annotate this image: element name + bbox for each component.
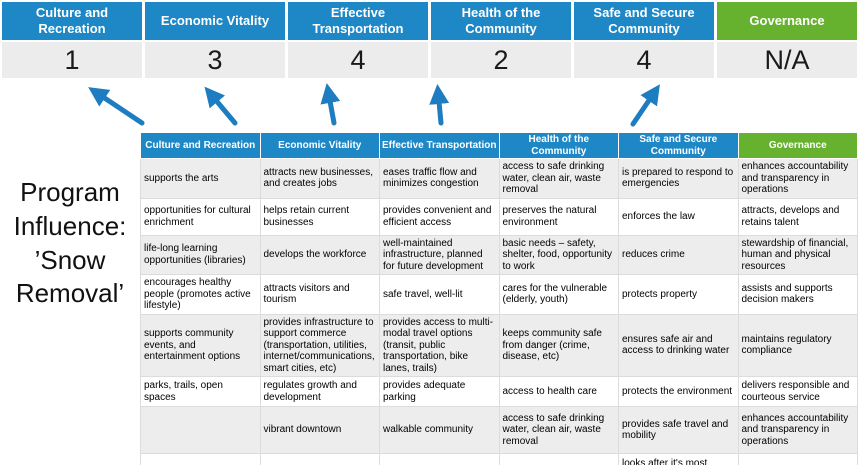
matrix-cell: well-maintained infrastructure, planned … bbox=[379, 234, 500, 275]
matrix-row: opportunities for cultural enrichment hel… bbox=[140, 197, 858, 236]
matrix-cell-highlighted: parks, trails, open spaces bbox=[140, 376, 261, 407]
matrix-cell: reduces crime bbox=[618, 234, 739, 275]
matrix-cell: access to safe drinking water, clean air… bbox=[498, 406, 619, 454]
priority-header: Economic Vitality bbox=[145, 2, 285, 40]
priority-header: Governance bbox=[717, 2, 857, 40]
matrix-cell bbox=[259, 453, 380, 465]
matrix-row: encourages healthy people (promotes acti… bbox=[140, 274, 858, 315]
matrix-cell-highlighted: provides access to multi-modal travel op… bbox=[379, 313, 500, 377]
matrix-row: looks after it's most vulnerable bbox=[140, 453, 858, 465]
priority-score: 3 bbox=[145, 42, 285, 78]
matrix-cell: life-long learning opportunities (librar… bbox=[140, 234, 261, 275]
matrix-cell: attracts, develops and retains talent bbox=[737, 197, 858, 236]
priority-header: Health of the Community bbox=[431, 2, 571, 40]
matrix-row: parks, trails, open spaces regulates grow… bbox=[140, 376, 858, 407]
matrix-cell: opportunities for cultural enrichment bbox=[140, 197, 261, 236]
priority-header: Effective Transportation bbox=[288, 2, 428, 40]
arrow-safe-secure bbox=[630, 84, 660, 127]
matrix-body: supports the arts attracts new businesses… bbox=[140, 158, 858, 465]
matrix-header-cell: Safe and Secure Community bbox=[618, 132, 739, 159]
matrix-cell: attracts visitors and tourism bbox=[259, 274, 380, 315]
matrix-header-cell: Economic Vitality bbox=[259, 132, 380, 159]
matrix-header-cell: Governance bbox=[737, 132, 858, 159]
matrix-cell bbox=[379, 453, 500, 465]
matrix-cell: enhances accountability and transparency… bbox=[737, 158, 858, 199]
matrix-cell: regulates growth and development bbox=[259, 376, 380, 407]
matrix-cell: encourages healthy people (promotes acti… bbox=[140, 274, 261, 315]
matrix-cell-highlighted: keeps community safe from danger (crime,… bbox=[498, 313, 619, 377]
matrix-cell: supports the arts bbox=[140, 158, 261, 199]
priority-score: 4 bbox=[574, 42, 714, 78]
matrix-cell: ensures safe air and access to drinking … bbox=[618, 313, 739, 377]
matrix-cell: walkable community bbox=[379, 406, 500, 454]
matrix-head: Culture and Recreation Economic Vitality E… bbox=[140, 132, 858, 159]
matrix-cell bbox=[140, 453, 261, 465]
matrix-cell-highlighted: safe travel, well-lit bbox=[379, 274, 500, 315]
matrix-cell-highlighted: provides safe travel and mobility bbox=[618, 406, 739, 454]
matrix-header-cell: Effective Transportation bbox=[379, 132, 500, 159]
program-influence-label: Program Influence: ’Snow Removal’ bbox=[13, 177, 127, 309]
influence-arrows bbox=[88, 83, 660, 127]
matrix-cell: vibrant downtown bbox=[259, 406, 380, 454]
matrix-cell: preserves the natural environment bbox=[498, 197, 619, 236]
matrix-cell-highlighted: helps retain current businesses bbox=[259, 197, 380, 236]
matrix-cell: maintains regulatory compliance bbox=[737, 313, 858, 377]
matrix-header-cell: Health of the Community bbox=[498, 132, 619, 159]
priority-score: 2 bbox=[431, 42, 571, 78]
matrix-header-row: Culture and Recreation Economic Vitality E… bbox=[140, 132, 858, 159]
matrix-row: vibrant downtown walkable community access… bbox=[140, 406, 858, 454]
score-row: 1 3 4 2 4 N/A bbox=[2, 42, 857, 78]
arrow-economic-vitality bbox=[204, 86, 238, 126]
matrix-cell-highlighted: basic needs – safety, shelter, food, opp… bbox=[498, 234, 619, 275]
matrix-cell: delivers responsible and courteous servi… bbox=[737, 376, 858, 407]
matrix-cell: enhances accountability and transparency… bbox=[737, 406, 858, 454]
matrix-cell bbox=[140, 406, 261, 454]
matrix-cell-highlighted: eases traffic flow and minimizes congest… bbox=[379, 158, 500, 199]
matrix-cell: access to health care bbox=[498, 376, 619, 407]
arrow-culture-recreation bbox=[88, 87, 145, 126]
matrix-row: supports community events, and entertain… bbox=[140, 313, 858, 377]
matrix-row: supports the arts attracts new businesses… bbox=[140, 158, 858, 199]
matrix-cell: stewardship of financial, human and phys… bbox=[737, 234, 858, 275]
matrix-cell: supports community events, and entertain… bbox=[140, 313, 261, 377]
matrix-cell: assists and supports decision makers bbox=[737, 274, 858, 315]
matrix-cell-highlighted: looks after it's most vulnerable bbox=[618, 453, 739, 465]
matrix-cell-highlighted: provides infrastructure to support comme… bbox=[259, 313, 380, 377]
matrix-cell bbox=[498, 453, 619, 465]
matrix-cell: provides adequate parking bbox=[379, 376, 500, 407]
matrix-cell: access to safe drinking water, clean air… bbox=[498, 158, 619, 199]
priority-score: N/A bbox=[717, 42, 857, 78]
matrix-cell: enforces the law bbox=[618, 197, 739, 236]
matrix-header-cell: Culture and Recreation bbox=[140, 132, 261, 159]
priority-header: Culture and Recreation bbox=[2, 2, 142, 40]
matrix-cell bbox=[737, 453, 858, 465]
arrow-health-community bbox=[429, 84, 450, 126]
influence-matrix: Culture and Recreation Economic Vitality E… bbox=[140, 132, 858, 465]
matrix-cell: develops the workforce bbox=[259, 234, 380, 275]
matrix-cell-highlighted: is prepared to respond to emergencies bbox=[618, 158, 739, 199]
priority-banner: Culture and Recreation Economic Vitality E… bbox=[2, 2, 857, 40]
matrix-cell-highlighted: provides convenient and efficient access bbox=[379, 197, 500, 236]
matrix-row: life-long learning opportunities (librar… bbox=[140, 234, 858, 275]
matrix-cell: attracts new businesses, and creates job… bbox=[259, 158, 380, 199]
matrix-cell-highlighted: cares for the vulnerable (elderly, youth… bbox=[498, 274, 619, 315]
matrix-cell-highlighted: protects property bbox=[618, 274, 739, 315]
matrix-cell: protects the environment bbox=[618, 376, 739, 407]
priority-score: 1 bbox=[2, 42, 142, 78]
priority-header: Safe and Secure Community bbox=[574, 2, 714, 40]
arrow-effective-transportation bbox=[320, 83, 341, 126]
priority-score: 4 bbox=[288, 42, 428, 78]
